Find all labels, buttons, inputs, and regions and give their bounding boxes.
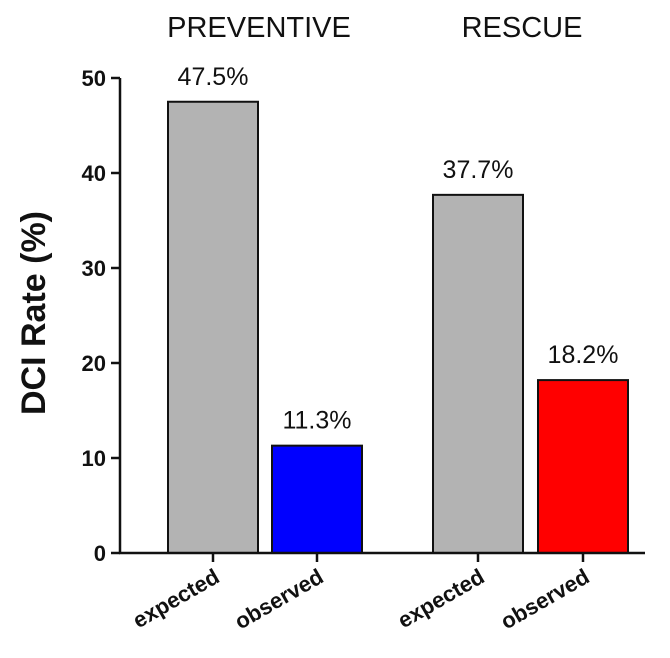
- data-label: 18.2%: [548, 341, 619, 369]
- x-tick-label: expected: [393, 564, 488, 633]
- y-tick-label: 0: [94, 541, 106, 566]
- data-label: 47.5%: [178, 63, 249, 91]
- bar-observed: [537, 379, 629, 554]
- bar-expected: [432, 193, 524, 554]
- data-label: 37.7%: [443, 156, 514, 184]
- x-tick-label: observed: [496, 564, 593, 635]
- group-title: PREVENTIVE: [167, 12, 351, 44]
- y-tick-label: 40: [82, 161, 106, 186]
- y-tick-label: 20: [82, 351, 106, 376]
- x-tick-label: expected: [128, 564, 223, 633]
- y-axis-label: DCI Rate (%): [15, 211, 53, 415]
- bar-expected: [167, 100, 259, 554]
- y-tick-label: 10: [82, 446, 106, 471]
- group-title: RESCUE: [462, 12, 583, 44]
- data-label: 11.3%: [282, 407, 351, 435]
- bar-observed: [271, 444, 363, 554]
- x-tick-label: observed: [230, 564, 327, 635]
- y-tick-label: 30: [82, 256, 106, 281]
- y-tick-label: 50: [82, 66, 106, 91]
